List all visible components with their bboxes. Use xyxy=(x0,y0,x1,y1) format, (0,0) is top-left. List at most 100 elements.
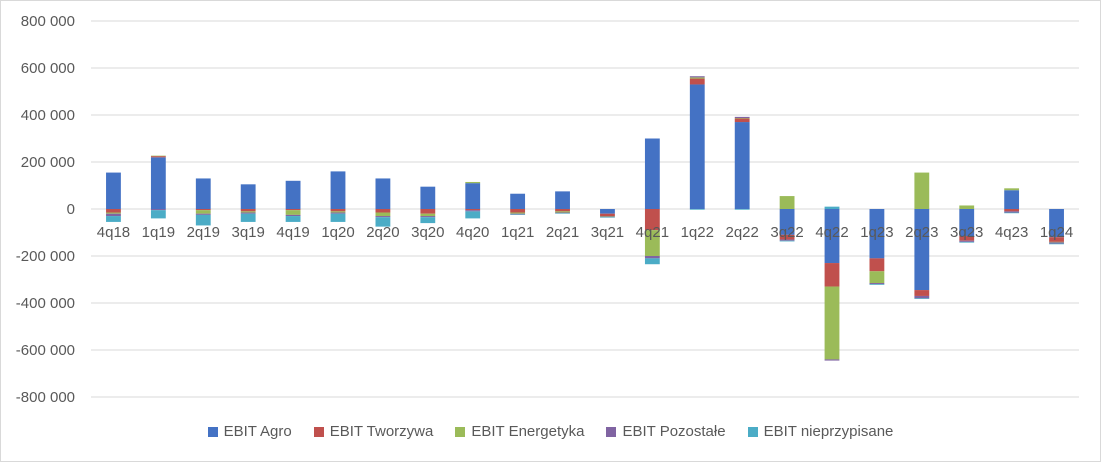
bar-segment xyxy=(689,77,705,79)
x-tick-label: 2q19 xyxy=(187,224,220,241)
legend-label: EBIT Pozostałe xyxy=(622,423,726,440)
bar-segment xyxy=(195,209,211,211)
bar-segment xyxy=(644,256,660,259)
bar-segment xyxy=(465,209,481,211)
bar-segment xyxy=(420,213,436,217)
bar-segment xyxy=(734,209,750,210)
bar-segment xyxy=(644,230,660,256)
bar-segment xyxy=(150,209,166,211)
legend-swatch xyxy=(747,426,758,437)
legend-item: EBIT Tworzywa xyxy=(313,423,433,440)
bar-segment xyxy=(1004,211,1020,213)
x-tick-label: 1q24 xyxy=(1040,224,1073,241)
bar-segment xyxy=(779,234,795,240)
legend-swatch xyxy=(207,426,218,437)
bar-segment xyxy=(106,172,121,209)
bar-segment xyxy=(195,210,211,214)
x-tick-label: 1q22 xyxy=(681,224,714,241)
bar-segment xyxy=(869,284,885,285)
legend-item: EBIT Energetyka xyxy=(455,423,584,440)
x-tick-label: 2q22 xyxy=(725,224,758,241)
x-tick-label: 4q22 xyxy=(815,224,848,241)
bar-segment xyxy=(689,84,705,209)
bar-segment xyxy=(285,216,301,222)
bar-segment xyxy=(1004,188,1020,191)
bar-segment xyxy=(375,178,391,209)
bar-segment xyxy=(600,217,615,218)
bar-segment xyxy=(600,216,615,217)
bar-segment xyxy=(824,263,840,287)
bar-segment xyxy=(1004,212,1020,214)
x-tick-label: 3q20 xyxy=(411,224,444,241)
legend-swatch xyxy=(455,426,466,437)
bar-segment xyxy=(869,209,885,259)
bar-segment xyxy=(779,240,795,242)
bar-segment xyxy=(510,212,526,214)
bar-segment xyxy=(689,209,705,210)
bar-segment xyxy=(285,210,301,215)
bar-segment xyxy=(555,213,570,214)
bar-segment xyxy=(1004,209,1020,212)
x-tick-label: 2q23 xyxy=(905,224,938,241)
y-tick-label: 400 000 xyxy=(21,107,75,124)
bar-segment xyxy=(914,290,930,296)
x-tick-label: 1q21 xyxy=(501,224,534,241)
bar-segment xyxy=(330,212,346,214)
y-tick-label: -200 000 xyxy=(16,248,75,265)
bar-segment xyxy=(420,209,436,214)
bar-segment xyxy=(465,183,481,209)
bar-segment xyxy=(959,236,975,241)
bar-segment xyxy=(600,213,615,217)
bar-segment xyxy=(644,138,660,209)
bar-segment xyxy=(824,209,840,264)
bar-segment xyxy=(914,209,930,291)
bar-segment xyxy=(106,212,121,214)
bar-segment xyxy=(195,213,211,215)
bar-segment xyxy=(914,295,930,299)
bar-segment xyxy=(779,209,795,235)
bar-segment xyxy=(285,180,301,209)
x-tick-label: 4q21 xyxy=(636,224,669,241)
x-tick-label: 4q23 xyxy=(995,224,1028,241)
bar-segment xyxy=(510,213,526,215)
x-tick-label: 3q23 xyxy=(950,224,983,241)
bar-segment xyxy=(1049,241,1064,243)
bar-segment xyxy=(150,210,166,219)
bar-segment xyxy=(465,210,481,212)
bar-segment xyxy=(106,216,121,222)
bar-segment xyxy=(1049,209,1064,238)
stacked-bar-chart: 800 000 600 000 400 000 200 000 0 -200 000 -40… xyxy=(16,13,1079,406)
bar-segment xyxy=(959,209,975,237)
legend-label: EBIT nieprzypisane xyxy=(763,423,894,440)
x-tick-label: 3q22 xyxy=(770,224,803,241)
bar-segment xyxy=(240,211,256,213)
y-tick-label: 600 000 xyxy=(21,60,75,77)
legend-swatch xyxy=(313,426,324,437)
chart-legend: EBIT Agro EBIT Tworzywa EBIT Energetyka EBI… xyxy=(1,423,1100,440)
x-tick-label: 1q23 xyxy=(860,224,893,241)
bar-segment xyxy=(959,205,975,209)
bar-segment xyxy=(420,217,436,224)
y-tick-label: -400 000 xyxy=(16,295,75,312)
y-tick-label: -600 000 xyxy=(16,342,75,359)
x-tick-label: 3q21 xyxy=(591,224,624,241)
bar-segment xyxy=(869,283,885,285)
bar-segment xyxy=(375,209,391,213)
bar-segment xyxy=(240,213,256,222)
bar-segment xyxy=(1049,243,1064,245)
bar-segment xyxy=(689,78,705,85)
bar-segment xyxy=(555,211,570,213)
bar-segment xyxy=(240,209,256,212)
x-tick-label: 4q19 xyxy=(276,224,309,241)
x-tick-label: 4q20 xyxy=(456,224,489,241)
bar-segment xyxy=(375,216,391,218)
bar-segment xyxy=(285,214,301,217)
bar-segment xyxy=(959,241,975,243)
legend-label: EBIT Agro xyxy=(223,423,292,440)
bar-segment xyxy=(330,209,346,212)
bar-segment xyxy=(240,212,256,214)
bar-segment xyxy=(375,212,391,217)
bar-segment xyxy=(1049,242,1064,244)
bar-segment xyxy=(150,157,166,209)
